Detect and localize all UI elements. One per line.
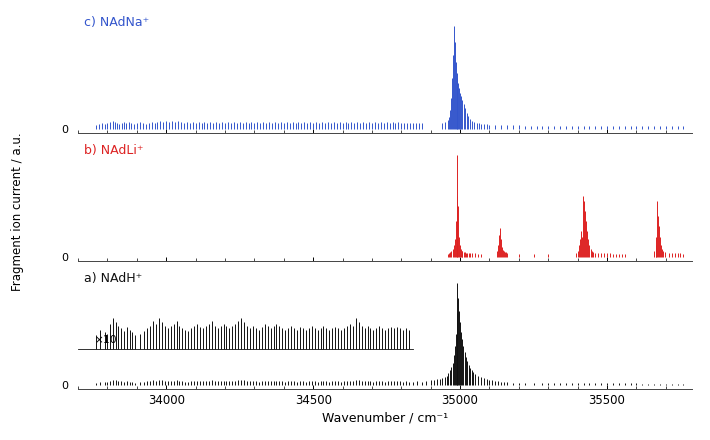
- Text: b) NAdLi⁺: b) NAdLi⁺: [84, 144, 143, 157]
- X-axis label: Wavenumber / cm⁻¹: Wavenumber / cm⁻¹: [322, 411, 448, 425]
- Text: $\times$10: $\times$10: [94, 333, 117, 345]
- Text: Fragment ion current / a.u.: Fragment ion current / a.u.: [11, 132, 23, 290]
- Text: a) NAdH⁺: a) NAdH⁺: [84, 272, 143, 285]
- Text: c) NAdNa⁺: c) NAdNa⁺: [84, 16, 150, 29]
